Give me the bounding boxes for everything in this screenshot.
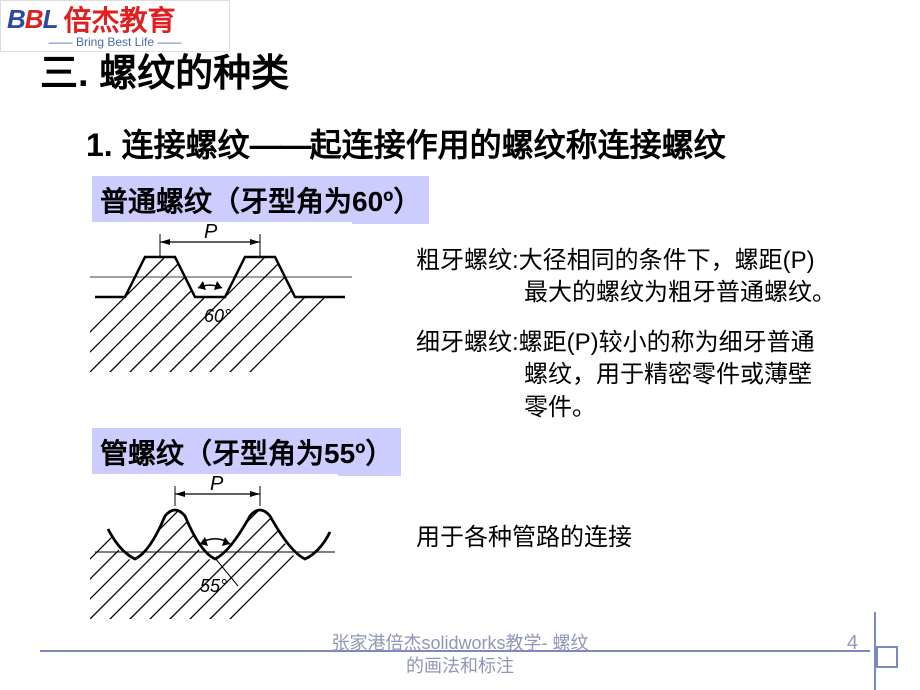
logo-cn-text: 倍杰教育: [63, 0, 175, 39]
section-title: 三. 螺纹的种类: [40, 42, 289, 97]
desc2-line1: 螺距(P)较小的称为细牙普通: [519, 329, 815, 356]
footer-line1: 张家港倍杰solidworks教学- 螺纹: [331, 633, 588, 653]
footer-line2: 的画法和标注: [406, 656, 514, 676]
desc1-head: 粗牙螺纹:: [416, 247, 519, 274]
thread-type-label-1: 普通螺纹（牙型角为60º）: [92, 176, 429, 224]
thread-type-label-2: 管螺纹（牙型角为55º）: [92, 428, 401, 476]
desc1-line1: 大径相同的条件下，螺距(P): [519, 247, 815, 274]
page-number: 4: [847, 632, 858, 655]
coarse-thread-desc: 粗牙螺纹:大径相同的条件下，螺距(P) 最大的螺纹为粗牙普通螺纹。: [416, 245, 896, 310]
logo-bbl: BBL: [7, 4, 57, 35]
angle-label-55: 55°: [200, 576, 227, 596]
fine-thread-desc: 细牙螺纹:螺距(P)较小的称为细牙普通 螺纹，用于精密零件或薄壁 零件。: [416, 327, 896, 424]
desc2-line2: 螺纹，用于精密零件或薄壁: [416, 359, 896, 391]
subtitle-prefix: 1. 连接螺纹: [86, 127, 250, 163]
subsection-title: 1. 连接螺纹——起连接作用的螺纹称连接螺纹: [86, 120, 726, 166]
desc1-line2: 最大的螺纹为粗牙普通螺纹。: [416, 277, 896, 309]
desc2-line3: 零件。: [416, 392, 896, 424]
pitch-label-p: P: [204, 222, 218, 243]
logo-top: BBL 倍杰教育: [1, 1, 229, 37]
diagram-60deg-thread: 60° P: [90, 222, 352, 372]
subtitle-rest: 起连接作用的螺纹称连接螺纹: [310, 127, 726, 163]
subtitle-dash: ——: [250, 127, 310, 163]
angle-label-60: 60°: [204, 306, 231, 326]
diagram-55deg-thread: 55° P: [90, 474, 338, 619]
desc2-head: 细牙螺纹:: [416, 329, 519, 356]
pitch-label-p2: P: [210, 474, 224, 495]
pipe-thread-desc: 用于各种管路的连接: [416, 522, 896, 554]
footer-caption: 张家港倍杰solidworks教学- 螺纹 的画法和标注: [0, 632, 920, 679]
